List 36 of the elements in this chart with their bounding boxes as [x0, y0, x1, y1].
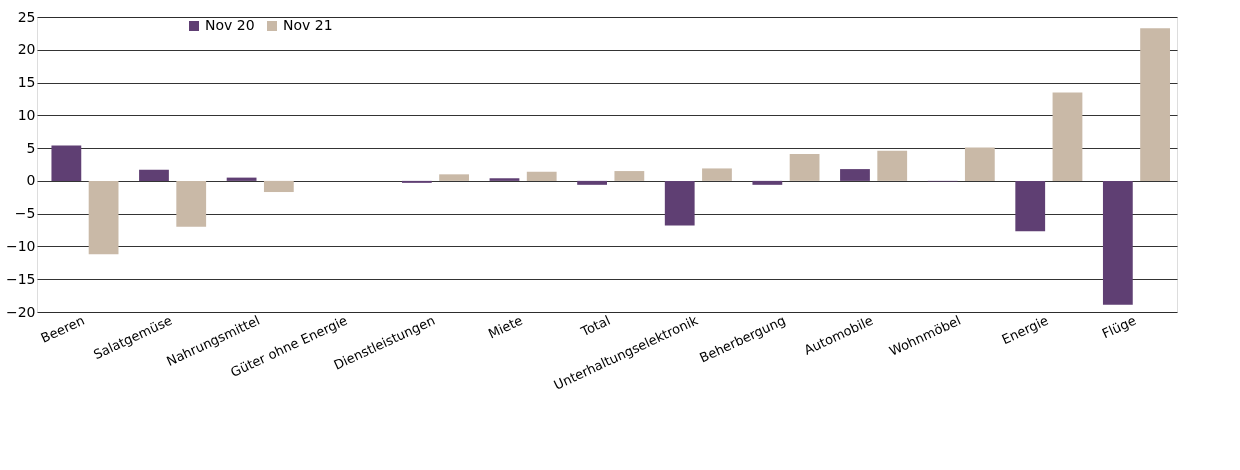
bar — [88, 180, 119, 255]
bar — [752, 180, 783, 185]
x-tick-label: Miete — [485, 312, 525, 342]
bar — [51, 145, 82, 181]
bar — [139, 169, 169, 181]
bar — [1015, 180, 1046, 232]
bar — [577, 180, 607, 185]
bar — [614, 171, 645, 181]
bar — [964, 147, 995, 181]
y-tick-label: −10 — [5, 237, 36, 254]
bar — [840, 169, 870, 181]
bar — [702, 168, 732, 181]
bar — [1140, 28, 1170, 181]
bar — [489, 178, 520, 181]
bar — [877, 150, 908, 181]
y-tick-label: 5 — [26, 139, 36, 156]
bar — [1052, 92, 1083, 181]
y-tick-label: 25 — [17, 8, 36, 25]
bar — [1102, 180, 1133, 305]
y-tick-label: 0 — [26, 172, 36, 189]
bar — [664, 180, 695, 226]
y-tick-label: −15 — [5, 270, 36, 287]
y-tick-label: 15 — [17, 74, 36, 91]
legend-label: Nov 20 — [205, 17, 255, 33]
y-tick-label: −5 — [14, 205, 36, 222]
x-tick-label: Flüge — [1099, 312, 1139, 342]
bar — [526, 171, 557, 181]
y-tick-label: 10 — [17, 106, 36, 123]
bar — [439, 174, 469, 181]
bar — [789, 154, 820, 181]
bar — [263, 180, 294, 193]
bar — [176, 180, 207, 227]
y-tick-label: −20 — [5, 303, 36, 320]
legend-label: Nov 21 — [283, 17, 333, 33]
bar — [226, 177, 257, 181]
y-tick-label: 20 — [17, 41, 36, 58]
